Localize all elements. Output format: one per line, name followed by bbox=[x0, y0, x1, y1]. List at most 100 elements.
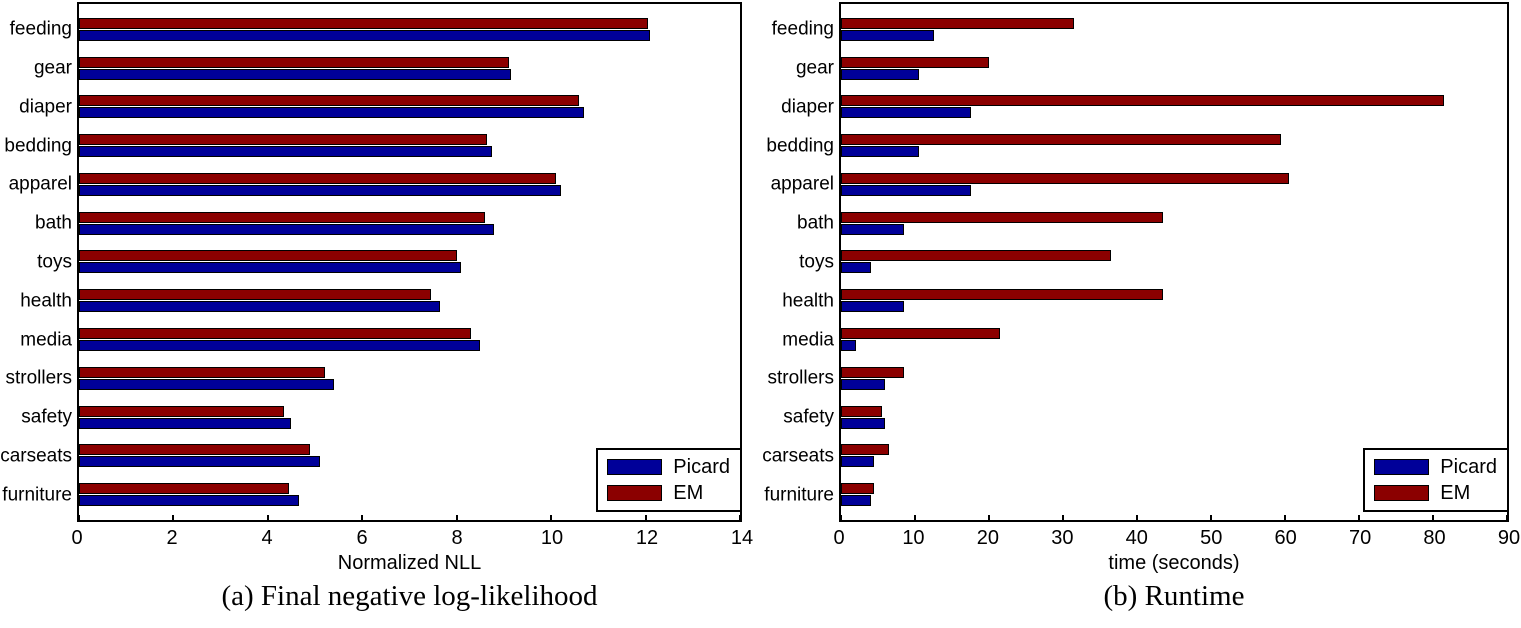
x-tick-label-12: 12 bbox=[635, 527, 659, 549]
x-tick-label-0: 0 bbox=[71, 527, 83, 549]
bar-em-apparel bbox=[841, 172, 1289, 184]
bar-em-strollers bbox=[79, 366, 325, 378]
bar-picard-health bbox=[841, 301, 904, 313]
category-label-furniture: furniture bbox=[764, 484, 834, 506]
bar-group-gear: gear bbox=[34, 49, 740, 88]
bar-group-strollers: strollers bbox=[767, 359, 1507, 398]
category-label-bedding: bedding bbox=[766, 135, 834, 157]
bar-em-apparel bbox=[79, 172, 556, 184]
category-label-feeding: feeding bbox=[771, 18, 834, 40]
bar-picard-diaper bbox=[841, 107, 971, 119]
em-swatch bbox=[1374, 485, 1430, 501]
x-tick-mark-14 bbox=[739, 515, 741, 520]
x-axis-tick-labels-nll: 0 2 4 6 8 10 12 14 bbox=[71, 527, 753, 551]
x-tick-label-50: 50 bbox=[1200, 527, 1223, 549]
bar-group-bedding: bedding bbox=[766, 126, 1507, 165]
bar-em-strollers bbox=[841, 366, 904, 378]
caption-runtime: (b) Runtime bbox=[1103, 580, 1245, 612]
category-label-apparel: apparel bbox=[8, 173, 72, 195]
x-tick-mark-20 bbox=[987, 515, 990, 520]
x-tick-mark-0 bbox=[78, 515, 80, 520]
bar-em-media bbox=[79, 328, 471, 339]
bar-picard-furniture bbox=[841, 495, 871, 507]
bar-picard-gear bbox=[79, 68, 511, 80]
bar-picard-health bbox=[79, 301, 441, 313]
bar-em-furniture bbox=[841, 483, 875, 495]
bar-picard-media bbox=[79, 340, 481, 351]
bar-picard-apparel bbox=[79, 184, 561, 196]
x-tick-label-4: 4 bbox=[261, 527, 273, 549]
x-tick-label-60: 60 bbox=[1274, 527, 1297, 549]
bar-group-diaper: diaper bbox=[19, 88, 740, 127]
bar-group-toys: toys bbox=[799, 243, 1507, 282]
bar-picard-gear bbox=[841, 68, 919, 80]
x-tick-label-30: 30 bbox=[1051, 527, 1074, 549]
category-label-toys: toys bbox=[37, 251, 72, 273]
bar-group-safety: safety bbox=[21, 398, 740, 437]
bar-group-safety: safety bbox=[783, 398, 1507, 437]
x-tick-mark-10 bbox=[550, 515, 553, 520]
category-label-health: health bbox=[20, 290, 72, 312]
x-tick-mark-4 bbox=[266, 515, 269, 520]
bar-picard-feeding bbox=[79, 29, 651, 41]
category-label-safety: safety bbox=[783, 406, 834, 428]
chart-panel-nll: feeding gear diaper bedding apparel bath toys h… bbox=[0, 0, 760, 628]
bar-group-media: media bbox=[20, 320, 740, 359]
x-tick-mark-80 bbox=[1431, 515, 1434, 520]
bar-picard-carseats bbox=[841, 456, 875, 468]
picard-swatch bbox=[1374, 459, 1430, 475]
bar-picard-carseats bbox=[79, 456, 320, 468]
category-label-strollers: strollers bbox=[5, 367, 72, 389]
x-tick-label-10: 10 bbox=[902, 527, 925, 549]
bar-group-feeding: feeding bbox=[10, 10, 740, 49]
category-label-diaper: diaper bbox=[19, 96, 72, 118]
bar-group-health: health bbox=[20, 281, 740, 320]
bar-picard-toys bbox=[841, 262, 871, 274]
caption-nll: (a) Final negative log-likelihood bbox=[221, 580, 598, 612]
x-tick-mark-12 bbox=[644, 515, 647, 520]
bar-group-toys: toys bbox=[37, 243, 740, 282]
bar-group-carseats: carseats bbox=[0, 436, 740, 475]
x-tick-label-20: 20 bbox=[976, 527, 999, 549]
bar-group-diaper: diaper bbox=[781, 88, 1507, 127]
category-label-bath: bath bbox=[797, 212, 834, 234]
bar-picard-bath bbox=[79, 223, 495, 235]
legend-label-em: EM bbox=[1440, 482, 1471, 504]
bar-group-furniture: furniture bbox=[764, 475, 1507, 514]
bar-em-carseats bbox=[841, 444, 890, 456]
x-tick-mark-40 bbox=[1135, 515, 1138, 520]
category-label-diaper: diaper bbox=[781, 96, 834, 118]
bar-group-strollers: strollers bbox=[5, 359, 740, 398]
bar-group-health: health bbox=[782, 281, 1507, 320]
legend-row-picard: Picard bbox=[1374, 457, 1497, 477]
bar-picard-bedding bbox=[79, 146, 493, 158]
em-swatch bbox=[607, 485, 663, 501]
category-label-strollers: strollers bbox=[767, 367, 834, 389]
bar-em-gear bbox=[79, 56, 509, 68]
x-tick-label-80: 80 bbox=[1423, 527, 1446, 549]
x-tick-mark-10 bbox=[913, 515, 916, 520]
x-tick-label-70: 70 bbox=[1348, 527, 1372, 549]
bar-em-furniture bbox=[79, 483, 290, 495]
bar-group-bath: bath bbox=[797, 204, 1507, 243]
category-label-carseats: carseats bbox=[0, 445, 72, 467]
x-tick-mark-50 bbox=[1210, 515, 1212, 520]
bar-picard-strollers bbox=[841, 378, 886, 390]
picard-swatch bbox=[607, 459, 663, 475]
category-label-gear: gear bbox=[795, 57, 834, 79]
category-label-media: media bbox=[782, 329, 834, 350]
bar-em-bath bbox=[841, 211, 1163, 223]
legend-row-em: EM bbox=[607, 483, 730, 503]
bar-picard-safety bbox=[79, 417, 292, 429]
category-label-feeding: feeding bbox=[9, 18, 72, 40]
bar-group-carseats: carseats bbox=[762, 436, 1507, 475]
bar-em-feeding bbox=[841, 17, 1075, 29]
bar-group-apparel: apparel bbox=[771, 165, 1507, 204]
bar-em-diaper bbox=[79, 95, 580, 107]
bar-em-bath bbox=[79, 211, 486, 223]
category-label-apparel: apparel bbox=[770, 173, 834, 195]
bar-rows-runtime: feeding gear diaper bedding apparel bath toys h… bbox=[762, 4, 1507, 520]
x-axis-tick-labels-runtime: 0 10 20 30 40 50 60 70 80 90 bbox=[833, 527, 1520, 551]
bar-em-safety bbox=[79, 405, 285, 417]
x-tick-label-0: 0 bbox=[833, 527, 845, 549]
